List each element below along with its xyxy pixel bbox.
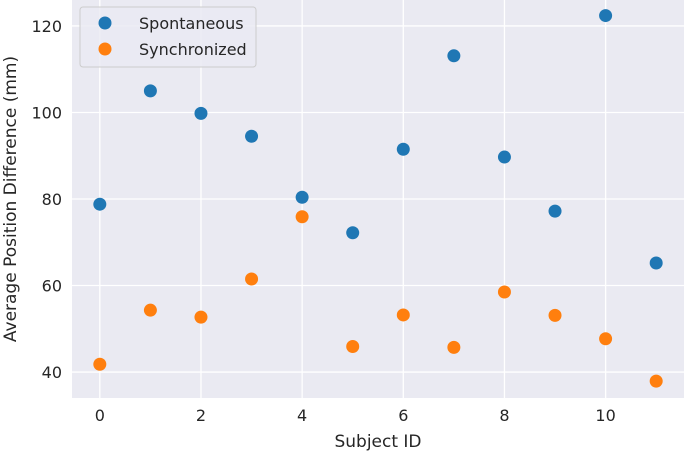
legend-marker-synchronized (98, 42, 112, 56)
point-spontaneous (649, 256, 663, 270)
y-tick-labels: 40 60 80 100 120 (31, 17, 62, 382)
point-synchronized (295, 210, 309, 224)
y-tick-label: 120 (31, 17, 62, 36)
x-tick-label: 4 (297, 406, 307, 425)
legend-label-synchronized: Synchronized (139, 40, 247, 59)
point-synchronized (396, 308, 410, 322)
x-tick-labels: 0 2 4 6 8 10 (95, 406, 616, 425)
y-tick-label: 40 (42, 363, 62, 382)
y-tick-label: 60 (42, 277, 62, 296)
y-tick-label: 100 (31, 103, 62, 122)
data-points (93, 9, 663, 388)
point-spontaneous (194, 106, 208, 120)
point-spontaneous (497, 150, 511, 164)
x-tick-label: 6 (398, 406, 408, 425)
point-synchronized (447, 340, 461, 354)
point-synchronized (599, 332, 613, 346)
x-tick-label: 2 (196, 406, 206, 425)
x-tick-label: 10 (595, 406, 615, 425)
x-tick-label: 8 (499, 406, 509, 425)
legend-box (79, 6, 257, 68)
legend-marker-spontaneous (98, 16, 112, 30)
point-synchronized (548, 308, 562, 322)
point-spontaneous (599, 9, 613, 23)
point-synchronized (245, 272, 259, 286)
x-tick-label: 0 (95, 406, 105, 425)
point-synchronized (194, 310, 208, 324)
point-spontaneous (447, 49, 461, 63)
point-spontaneous (93, 197, 107, 211)
legend-label-spontaneous: Spontaneous (139, 14, 244, 33)
point-spontaneous (396, 142, 410, 156)
point-synchronized (143, 303, 157, 317)
point-synchronized (649, 374, 663, 388)
x-axis-label: Subject ID (334, 432, 421, 452)
point-synchronized (346, 340, 360, 354)
point-synchronized (497, 285, 511, 299)
point-synchronized (93, 357, 107, 371)
y-axis-label: Average Position Difference (mm) (1, 56, 21, 342)
legend: Spontaneous Synchronized (79, 6, 257, 68)
point-spontaneous (143, 84, 157, 98)
point-spontaneous (295, 190, 309, 204)
point-spontaneous (548, 204, 562, 218)
point-spontaneous (346, 226, 360, 240)
point-spontaneous (245, 129, 259, 143)
y-tick-label: 80 (42, 190, 62, 209)
